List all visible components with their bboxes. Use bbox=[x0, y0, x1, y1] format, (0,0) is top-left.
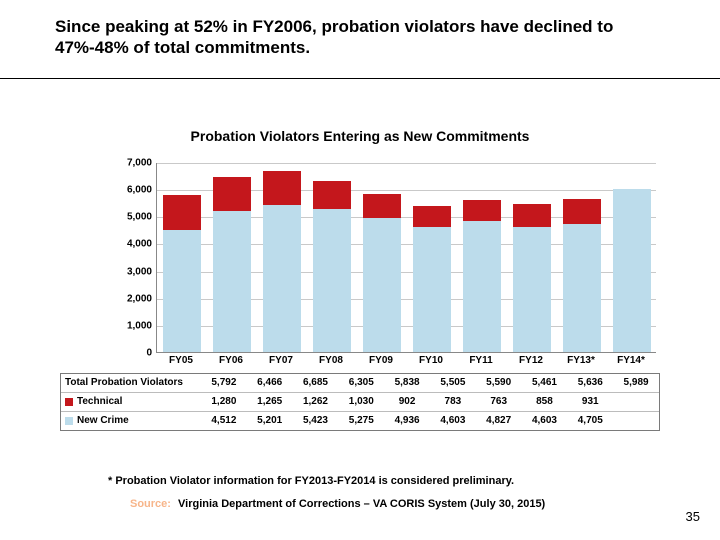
table-cell: 6,685 bbox=[293, 374, 339, 392]
table-cell: 4,705 bbox=[567, 412, 613, 430]
table-cell: 902 bbox=[384, 393, 430, 411]
y-tick-label: 3,000 bbox=[112, 266, 152, 277]
grid-line bbox=[157, 163, 656, 164]
table-cell: 1,030 bbox=[338, 393, 384, 411]
table-row: New Crime4,5125,2015,4235,2754,9364,6034… bbox=[61, 411, 659, 430]
table-cell: 1,262 bbox=[293, 393, 339, 411]
bar-segment bbox=[313, 209, 351, 352]
y-tick-label: 0 bbox=[112, 348, 152, 359]
x-axis-labels: FY05FY06FY07FY08FY09FY10FY11FY12FY13*FY1… bbox=[156, 355, 656, 371]
x-tick-label: FY11 bbox=[457, 355, 505, 366]
bar-segment bbox=[413, 206, 451, 227]
bar-segment bbox=[313, 181, 351, 209]
bar-segment bbox=[263, 205, 301, 352]
source-line: Source: Virginia Department of Correctio… bbox=[130, 498, 545, 510]
table-cell: 6,466 bbox=[247, 374, 293, 392]
row-header: Total Probation Violators bbox=[61, 374, 201, 392]
table-cell: 5,838 bbox=[384, 374, 430, 392]
table-cell: 5,505 bbox=[430, 374, 476, 392]
slide-title: Since peaking at 52% in FY2006, probatio… bbox=[55, 16, 655, 59]
chart-container: 0 1,000 2,000 3,000 4,000 5,000 6,000 7,000 FY0… bbox=[60, 155, 660, 455]
bar-segment bbox=[463, 200, 501, 221]
x-tick-label: FY06 bbox=[207, 355, 255, 366]
table-cell: 858 bbox=[522, 393, 568, 411]
row-header: Technical bbox=[61, 393, 201, 411]
table-cell: 5,461 bbox=[522, 374, 568, 392]
table-cell: 4,603 bbox=[430, 412, 476, 430]
table-row: Technical 1,2801,2651,2621,03090278376385… bbox=[61, 392, 659, 411]
bar-segment bbox=[163, 230, 201, 352]
x-tick-label: FY07 bbox=[257, 355, 305, 366]
bar-segment bbox=[563, 199, 601, 224]
x-tick-label: FY13* bbox=[557, 355, 605, 366]
table-cell: 5,636 bbox=[567, 374, 613, 392]
row-header-label: Total Probation Violators bbox=[65, 374, 183, 392]
table-cell: 763 bbox=[476, 393, 522, 411]
row-header-label: New Crime bbox=[77, 412, 129, 430]
x-tick-label: FY14* bbox=[607, 355, 655, 366]
chart-plot-area bbox=[156, 163, 656, 353]
table-cell: 5,201 bbox=[247, 412, 293, 430]
table-cell: 783 bbox=[430, 393, 476, 411]
page-number: 35 bbox=[686, 509, 700, 524]
source-label: Source: bbox=[130, 498, 171, 510]
table-cell: 4,827 bbox=[476, 412, 522, 430]
table-cell: 931 bbox=[567, 393, 613, 411]
x-tick-label: FY08 bbox=[307, 355, 355, 366]
table-cell bbox=[613, 412, 659, 430]
bar-segment bbox=[163, 195, 201, 230]
table-cell: 5,275 bbox=[338, 412, 384, 430]
bar-segment bbox=[613, 189, 651, 352]
bar-segment bbox=[213, 211, 251, 352]
bar-segment bbox=[213, 177, 251, 211]
footnote: * Probation Violator information for FY2… bbox=[108, 475, 514, 487]
bar-segment bbox=[563, 224, 601, 352]
x-tick-label: FY05 bbox=[157, 355, 205, 366]
y-tick-label: 5,000 bbox=[112, 212, 152, 223]
bar-segment bbox=[463, 221, 501, 352]
table-cell: 1,265 bbox=[247, 393, 293, 411]
table-row: Total Probation Violators 5,7926,4666,685… bbox=[61, 374, 659, 392]
row-header-label: Technical bbox=[77, 393, 122, 411]
table-cell: 6,305 bbox=[338, 374, 384, 392]
table-cell bbox=[613, 393, 659, 411]
table-cell: 5,989 bbox=[613, 374, 659, 392]
y-tick-label: 7,000 bbox=[112, 158, 152, 169]
title-underline bbox=[0, 78, 720, 79]
legend-swatch-icon bbox=[65, 398, 73, 406]
table-cell: 1,280 bbox=[201, 393, 247, 411]
x-tick-label: FY12 bbox=[507, 355, 555, 366]
table-cell: 4,512 bbox=[201, 412, 247, 430]
y-tick-label: 6,000 bbox=[112, 185, 152, 196]
table-cell: 4,936 bbox=[384, 412, 430, 430]
y-tick-label: 1,000 bbox=[112, 320, 152, 331]
bar-segment bbox=[363, 218, 401, 352]
x-tick-label: FY10 bbox=[407, 355, 455, 366]
y-tick-label: 2,000 bbox=[112, 293, 152, 304]
x-tick-label: FY09 bbox=[357, 355, 405, 366]
legend-swatch-icon bbox=[65, 417, 73, 425]
chart-title: Probation Violators Entering as New Comm… bbox=[0, 128, 720, 144]
bar-segment bbox=[513, 227, 551, 352]
table-cell: 5,423 bbox=[293, 412, 339, 430]
bar-segment bbox=[263, 171, 301, 205]
data-table: Total Probation Violators 5,7926,4666,685… bbox=[60, 373, 660, 431]
table-cell: 5,590 bbox=[476, 374, 522, 392]
bar-segment bbox=[363, 194, 401, 218]
source-text: Virginia Department of Corrections – VA … bbox=[178, 498, 545, 510]
table-cell: 4,603 bbox=[522, 412, 568, 430]
bar-segment bbox=[413, 227, 451, 352]
y-tick-label: 4,000 bbox=[112, 239, 152, 250]
bar-segment bbox=[513, 204, 551, 227]
row-header: New Crime bbox=[61, 412, 201, 430]
table-cell: 5,792 bbox=[201, 374, 247, 392]
